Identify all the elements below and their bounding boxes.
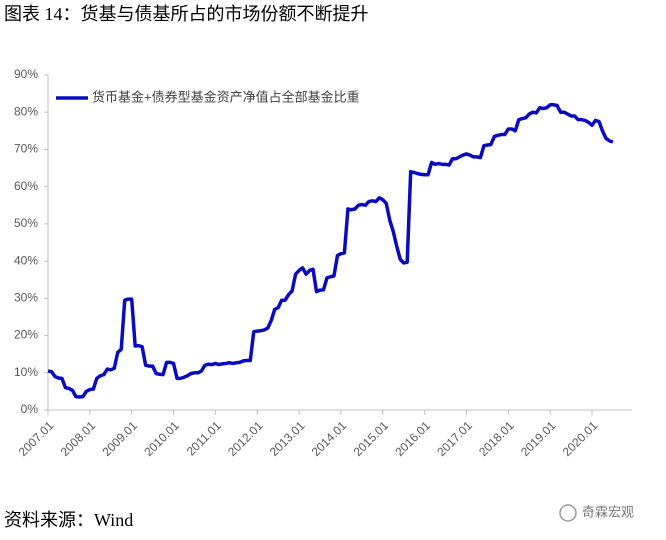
x-tick-label: 2008.01 (58, 418, 99, 459)
y-tick-label: 90% (14, 67, 38, 81)
x-tick-label: 2009.01 (99, 418, 140, 459)
legend-label: 货币基金+债券型基金资产净值占全部基金比重 (92, 89, 360, 104)
source-note: 资料来源：Wind (4, 510, 133, 530)
x-tick-label: 2015.01 (351, 418, 392, 459)
y-tick-label: 50% (14, 216, 38, 230)
y-tick-label: 80% (14, 104, 38, 118)
x-tick-label: 2020.01 (560, 418, 601, 459)
y-tick-label: 20% (14, 328, 38, 342)
watermark-icon (559, 504, 577, 522)
y-tick-label: 40% (14, 253, 38, 267)
y-tick-label: 70% (14, 142, 38, 156)
y-tick-label: 0% (21, 402, 39, 416)
x-tick-label: 2007.01 (16, 418, 57, 459)
y-tick-label: 10% (14, 365, 38, 379)
y-tick-label: 30% (14, 291, 38, 305)
x-tick-label: 2016.01 (392, 418, 433, 459)
x-tick-label: 2012.01 (225, 418, 266, 459)
chart-title: 图表 14：货基与债基所占的市场份额不断提升 (4, 4, 369, 24)
x-tick-label: 2014.01 (309, 418, 350, 459)
x-tick-label: 2011.01 (184, 418, 224, 458)
line-series (47, 103, 614, 399)
x-tick-label: 2019.01 (518, 418, 559, 459)
watermark: 奇霖宏观 (582, 504, 634, 519)
y-tick-label: 60% (14, 179, 38, 193)
x-tick-label: 2013.01 (267, 418, 308, 459)
x-tick-label: 2010.01 (141, 418, 182, 459)
x-tick-label: 2017.01 (434, 418, 475, 459)
x-tick-label: 2018.01 (476, 418, 517, 459)
